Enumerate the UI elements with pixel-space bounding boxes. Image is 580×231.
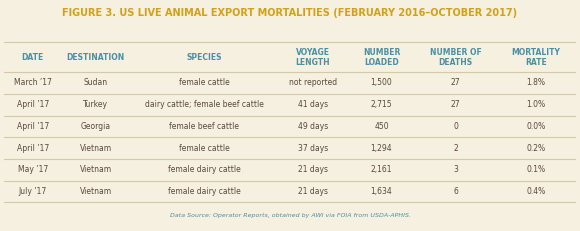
Text: 21 days: 21 days [298, 187, 328, 196]
Text: NUMBER OF
DEATHS: NUMBER OF DEATHS [430, 48, 481, 67]
Text: 21 days: 21 days [298, 165, 328, 174]
Text: April ’17: April ’17 [17, 143, 49, 152]
Text: 27: 27 [451, 79, 461, 88]
Text: SPECIES: SPECIES [187, 53, 222, 62]
Text: Georgia: Georgia [81, 122, 111, 131]
Text: 1.8%: 1.8% [526, 79, 545, 88]
Text: NUMBER
LOADED: NUMBER LOADED [362, 48, 400, 67]
Text: 0.1%: 0.1% [526, 165, 545, 174]
Text: Vietnam: Vietnam [79, 187, 112, 196]
Text: 2,715: 2,715 [371, 100, 392, 109]
Text: 37 days: 37 days [298, 143, 328, 152]
Text: May ’17: May ’17 [17, 165, 48, 174]
Text: female dairy cattle: female dairy cattle [168, 187, 241, 196]
Text: April ’17: April ’17 [17, 100, 49, 109]
Text: 1,500: 1,500 [371, 79, 392, 88]
Text: 2: 2 [454, 143, 458, 152]
Text: female beef cattle: female beef cattle [169, 122, 240, 131]
Text: female dairy cattle: female dairy cattle [168, 165, 241, 174]
Text: Sudan: Sudan [84, 79, 108, 88]
Text: 1,294: 1,294 [371, 143, 392, 152]
Text: DATE: DATE [21, 53, 44, 62]
Text: 3: 3 [454, 165, 458, 174]
Text: DESTINATION: DESTINATION [67, 53, 125, 62]
Text: female cattle: female cattle [179, 79, 230, 88]
Text: Turkey: Turkey [83, 100, 108, 109]
Text: 6: 6 [454, 187, 458, 196]
Text: 1,634: 1,634 [371, 187, 392, 196]
Text: 41 days: 41 days [298, 100, 328, 109]
Text: 27: 27 [451, 100, 461, 109]
Text: dairy cattle; female beef cattle: dairy cattle; female beef cattle [145, 100, 264, 109]
Text: July ’17: July ’17 [19, 187, 47, 196]
Text: March ’17: March ’17 [14, 79, 52, 88]
Text: not reported: not reported [289, 79, 337, 88]
Text: April ’17: April ’17 [17, 122, 49, 131]
Text: 0.0%: 0.0% [526, 122, 545, 131]
Text: 0: 0 [454, 122, 458, 131]
Text: female cattle: female cattle [179, 143, 230, 152]
Text: Data Source: Operator Reports, obtained by AWI via FOIA from USDA-APHIS.: Data Source: Operator Reports, obtained … [169, 213, 411, 218]
Text: 2,161: 2,161 [371, 165, 392, 174]
Text: FIGURE 3. US LIVE ANIMAL EXPORT MORTALITIES (FEBRUARY 2016–OCTOBER 2017): FIGURE 3. US LIVE ANIMAL EXPORT MORTALIT… [63, 8, 517, 18]
Text: 450: 450 [374, 122, 389, 131]
Text: Vietnam: Vietnam [79, 143, 112, 152]
Text: VOYAGE
LENGTH: VOYAGE LENGTH [296, 48, 330, 67]
Text: 0.2%: 0.2% [526, 143, 545, 152]
Text: MORTALITY
RATE: MORTALITY RATE [512, 48, 560, 67]
Text: 49 days: 49 days [298, 122, 328, 131]
Text: 1.0%: 1.0% [526, 100, 545, 109]
Text: Vietnam: Vietnam [79, 165, 112, 174]
Text: 0.4%: 0.4% [526, 187, 545, 196]
